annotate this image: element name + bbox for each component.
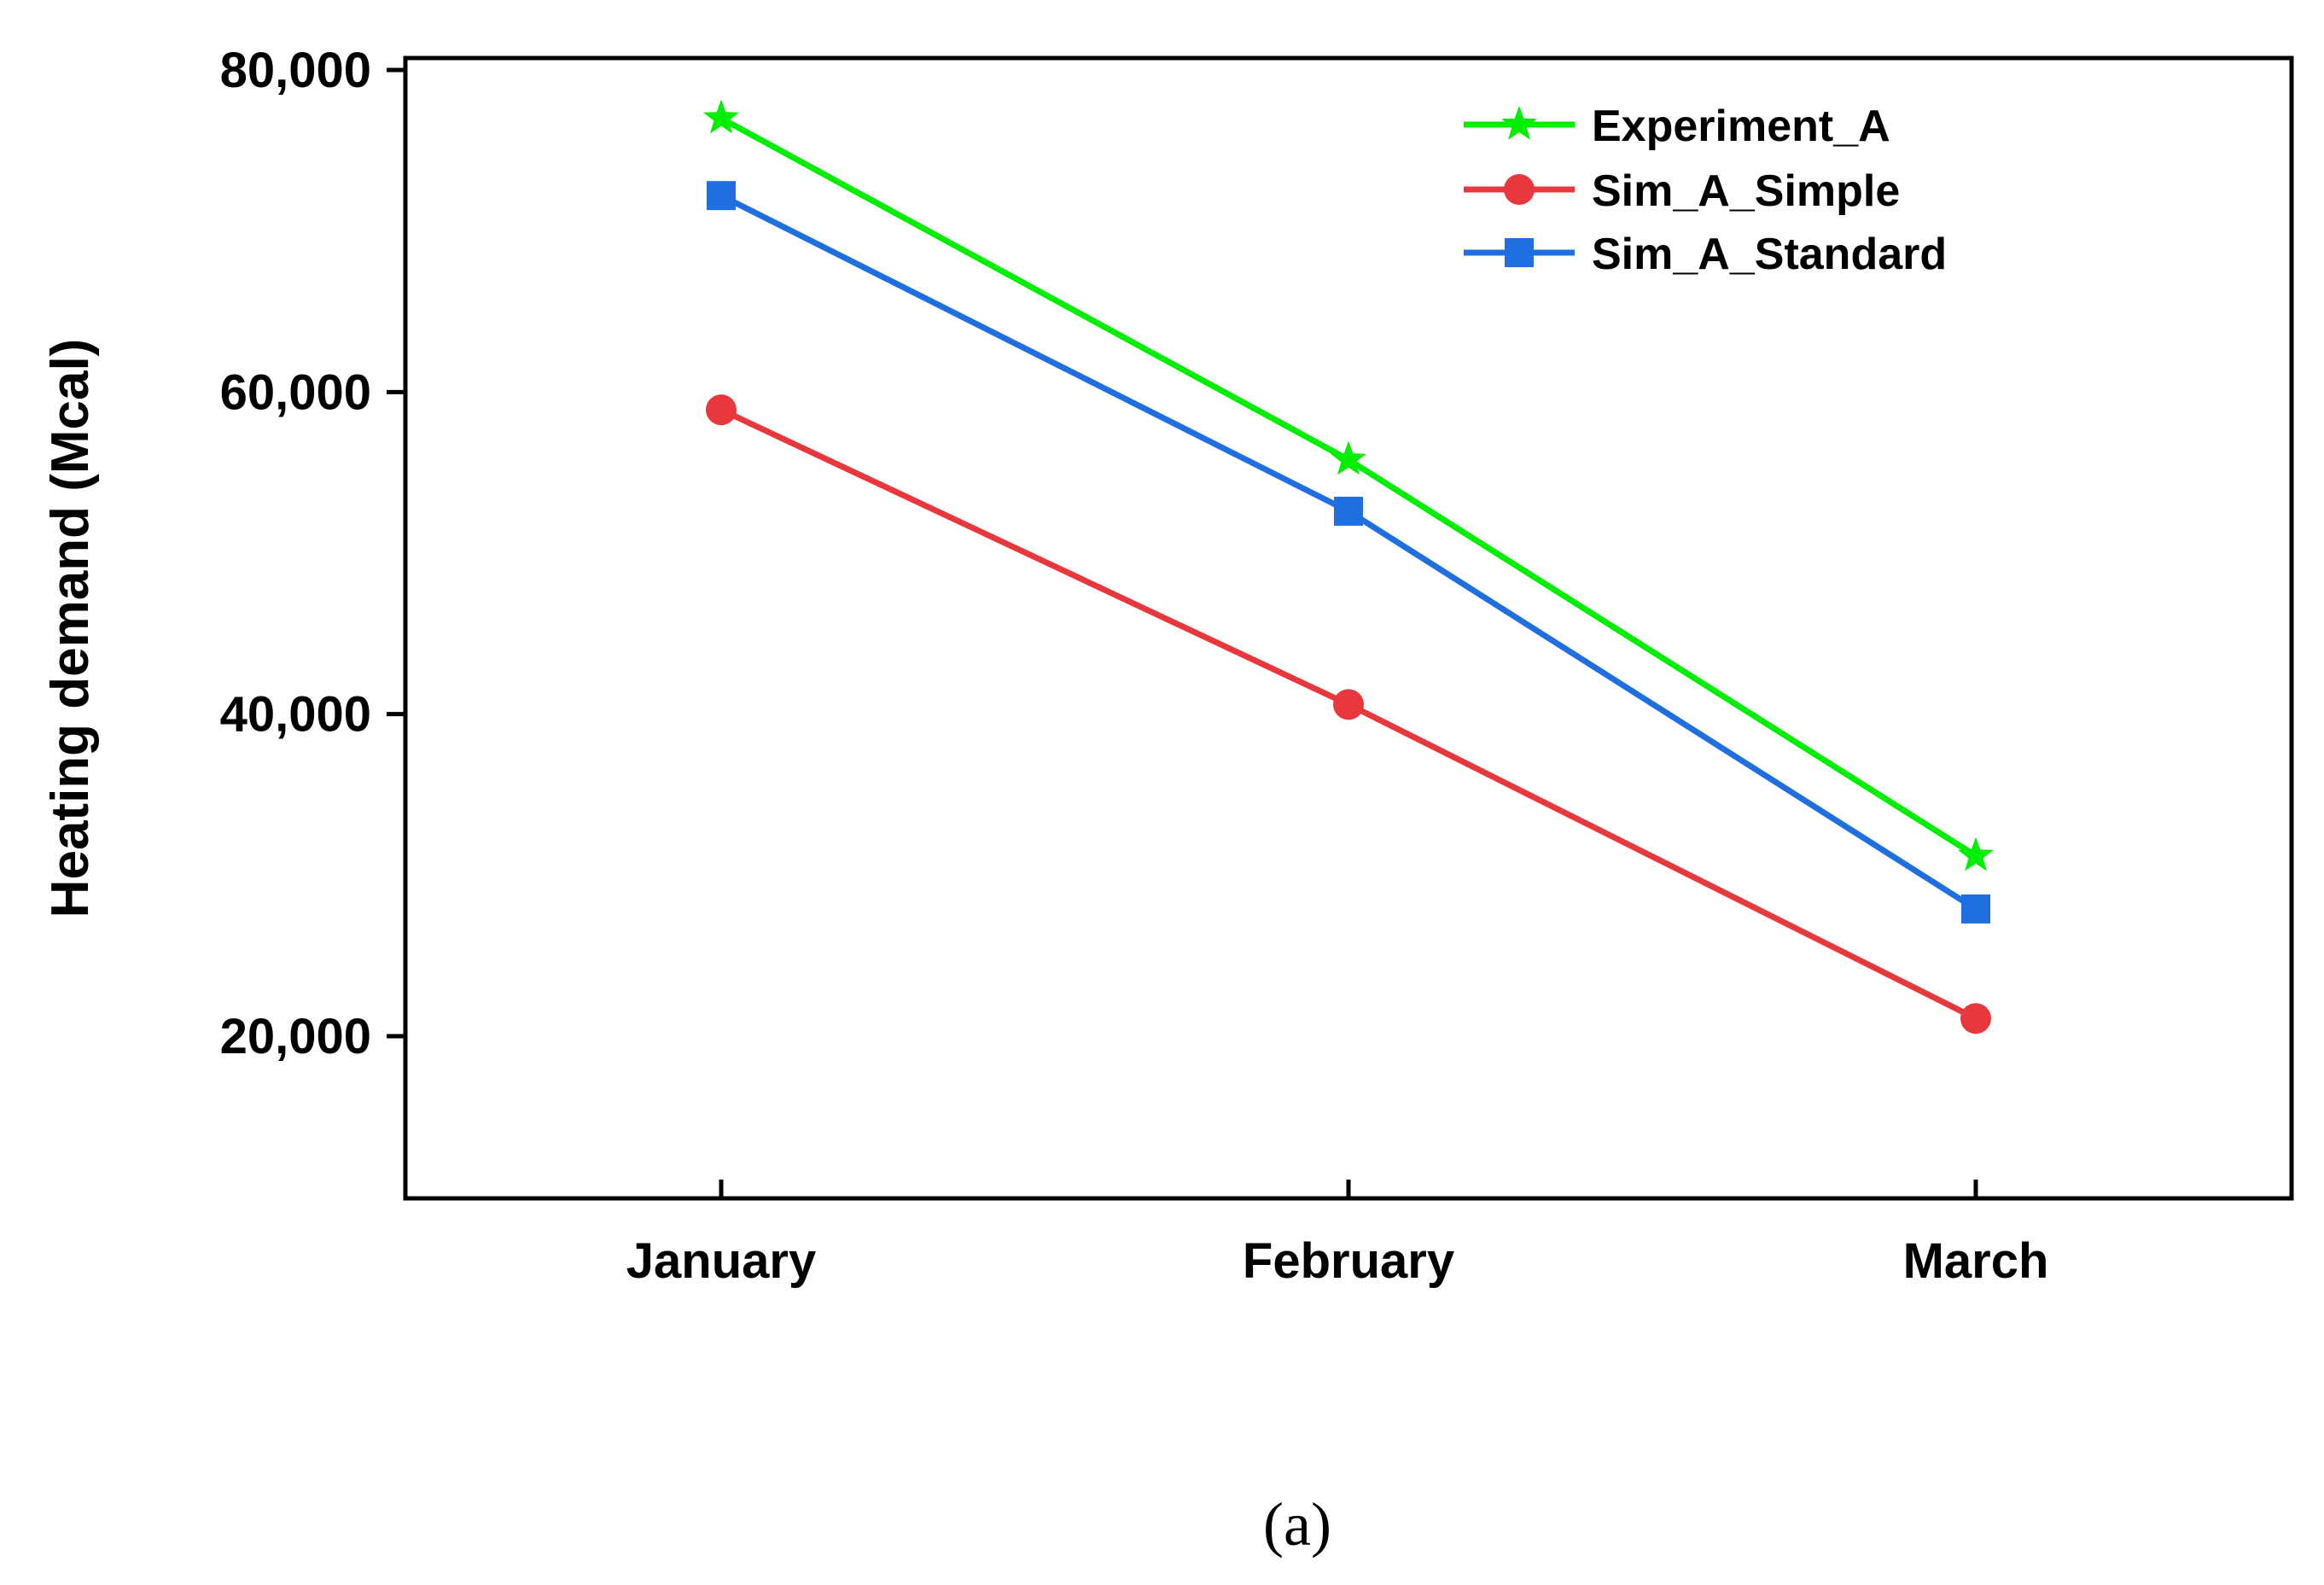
series-experiment-a xyxy=(703,99,1994,871)
legend-marker xyxy=(1505,238,1534,267)
legend-label: Experiment_A xyxy=(1592,102,1890,151)
x-tick-label: March xyxy=(1903,1233,2049,1289)
figure-caption: (a) xyxy=(1263,1490,1331,1559)
x-axis: January February March xyxy=(626,1180,2049,1289)
series-line xyxy=(719,193,1977,912)
legend-item-sim-a-standard: Sim_A_Standard xyxy=(1464,230,1947,279)
legend-marker xyxy=(1501,106,1537,140)
data-point xyxy=(1958,836,1994,871)
legend-item-experiment-a: Experiment_A xyxy=(1464,102,1890,151)
y-tick-label: 80,000 xyxy=(220,43,371,98)
data-point xyxy=(706,394,737,426)
data-point xyxy=(1331,440,1366,475)
y-tick-label: 40,000 xyxy=(220,687,371,743)
legend-label: Sim_A_Standard xyxy=(1592,230,1947,279)
x-tick-label: January xyxy=(626,1233,816,1289)
y-tick-label: 20,000 xyxy=(220,1009,371,1064)
legend-label: Sim_A_Simple xyxy=(1592,166,1900,216)
legend-item-sim-a-simple: Sim_A_Simple xyxy=(1464,166,1900,216)
data-point xyxy=(1961,894,1990,924)
data-point xyxy=(1334,496,1363,526)
y-axis-title: Heating demand (Mcal) xyxy=(41,339,100,918)
legend-marker xyxy=(1504,174,1535,205)
series-layer xyxy=(703,99,1994,1034)
data-point xyxy=(703,99,739,134)
x-tick-label: February xyxy=(1243,1233,1454,1289)
series-sim-a-standard xyxy=(707,181,1990,924)
legend: Experiment_A Sim_A_Simple Sim_A_Standard xyxy=(1464,102,1947,279)
y-axis: 20,000 40,000 60,000 80,000 xyxy=(220,43,405,1064)
plot-frame xyxy=(403,55,2294,1201)
series-sim-a-simple xyxy=(706,394,1991,1034)
data-point xyxy=(707,181,736,211)
y-tick-label: 60,000 xyxy=(220,364,371,420)
data-point xyxy=(1960,1003,1991,1034)
data-point xyxy=(1333,689,1364,720)
